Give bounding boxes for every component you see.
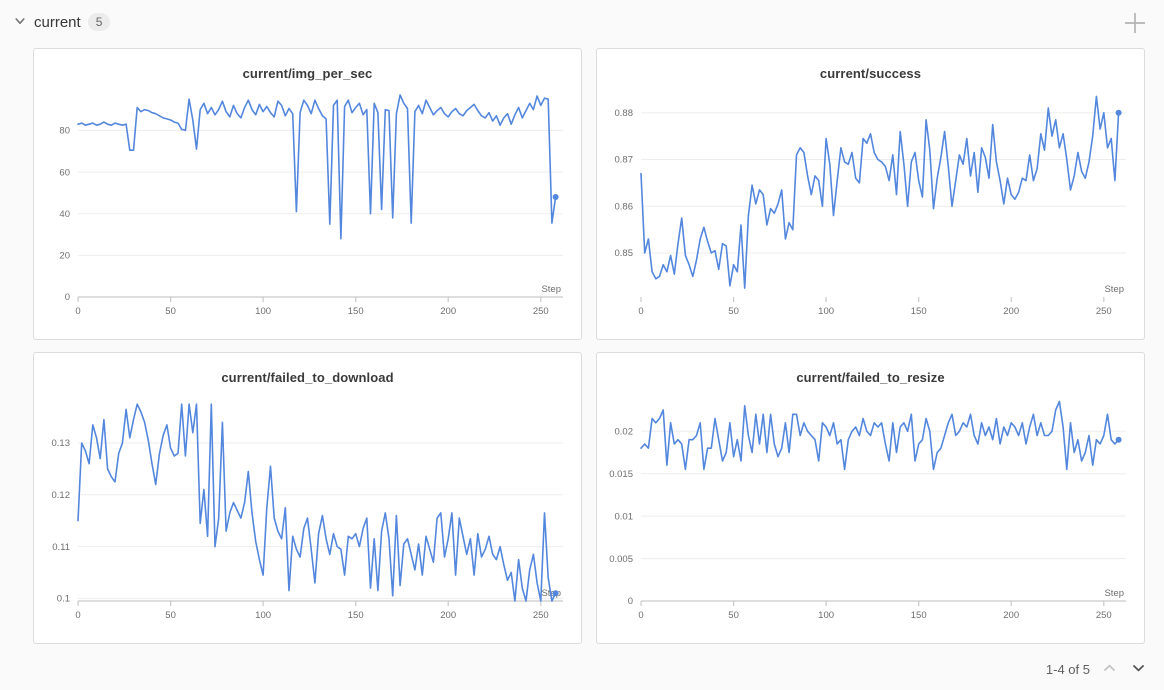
svg-text:Step: Step — [1104, 588, 1124, 599]
svg-text:200: 200 — [1003, 306, 1019, 317]
svg-text:150: 150 — [911, 306, 927, 317]
chart-title: current/failed_to_download — [221, 370, 394, 385]
svg-text:0.87: 0.87 — [615, 155, 634, 166]
svg-text:0.1: 0.1 — [57, 594, 70, 605]
svg-text:100: 100 — [255, 306, 271, 317]
svg-text:250: 250 — [533, 306, 549, 317]
section-count-badge: 5 — [87, 13, 111, 31]
chevron-up-icon — [1102, 661, 1117, 678]
svg-text:0: 0 — [638, 306, 643, 317]
svg-text:200: 200 — [440, 610, 456, 621]
chevron-down-icon — [1131, 661, 1146, 678]
svg-text:100: 100 — [818, 306, 834, 317]
add-panel-button[interactable] — [1120, 8, 1150, 41]
chart-title: current/success — [819, 66, 922, 81]
svg-text:100: 100 — [818, 610, 834, 621]
svg-text:150: 150 — [348, 610, 364, 621]
plus-icon — [1122, 13, 1148, 39]
svg-text:50: 50 — [165, 610, 176, 621]
svg-text:0.85: 0.85 — [615, 248, 634, 259]
svg-text:200: 200 — [440, 306, 456, 317]
pagination-next-button[interactable] — [1129, 659, 1148, 680]
line-chart[interactable]: 0.85 0.86 0.87 0.88 0 50 100 150 200 250 Step — [597, 87, 1144, 337]
chart-grid: current/img_per_sec 0 20 40 60 80 0 50 100 150 20… — [33, 48, 1145, 644]
svg-text:0.015: 0.015 — [609, 469, 633, 480]
chart-panel-success[interactable]: current/success 0.85 0.86 0.87 0.88 0 50 100 15… — [596, 48, 1145, 340]
chart-panel-failed-to-download[interactable]: current/failed_to_download 0.1 0.11 0.12 0.… — [33, 352, 582, 644]
svg-text:150: 150 — [348, 306, 364, 317]
line-chart[interactable]: 0 20 40 60 80 0 50 100 150 200 250 Step — [34, 87, 581, 337]
svg-text:0: 0 — [75, 306, 80, 317]
section-title: current — [34, 13, 81, 31]
svg-text:0.01: 0.01 — [615, 511, 634, 522]
svg-text:0.005: 0.005 — [609, 554, 633, 565]
svg-text:50: 50 — [728, 610, 739, 621]
svg-text:40: 40 — [59, 209, 70, 220]
svg-text:Step: Step — [541, 284, 561, 295]
svg-text:250: 250 — [1096, 610, 1112, 621]
section-header: current 5 — [13, 13, 111, 31]
svg-text:0: 0 — [628, 596, 633, 607]
chart-panel-failed-to-resize[interactable]: current/failed_to_resize 0 0.005 0.01 0.015… — [596, 352, 1145, 644]
section-collapse-button[interactable] — [13, 14, 27, 31]
svg-text:0: 0 — [638, 610, 643, 621]
svg-text:Step: Step — [1104, 284, 1124, 295]
line-chart[interactable]: 0 0.005 0.01 0.015 0.02 0 50 100 150 200 250 Step — [597, 391, 1144, 641]
svg-text:0: 0 — [65, 292, 70, 303]
svg-text:60: 60 — [59, 167, 70, 178]
svg-text:0.02: 0.02 — [615, 427, 634, 438]
svg-text:0.88: 0.88 — [615, 108, 634, 119]
svg-text:150: 150 — [911, 610, 927, 621]
svg-text:250: 250 — [533, 610, 549, 621]
svg-text:250: 250 — [1096, 306, 1112, 317]
chart-panel-img-per-sec[interactable]: current/img_per_sec 0 20 40 60 80 0 50 100 150 20… — [33, 48, 582, 340]
svg-text:50: 50 — [165, 306, 176, 317]
pagination-prev-button[interactable] — [1100, 659, 1119, 680]
svg-text:20: 20 — [59, 251, 70, 262]
chart-title: current/failed_to_resize — [796, 370, 945, 385]
svg-text:0.12: 0.12 — [52, 490, 71, 501]
pagination: 1-4 of 5 — [1046, 659, 1148, 680]
svg-text:0.11: 0.11 — [52, 542, 70, 553]
svg-text:200: 200 — [1003, 610, 1019, 621]
chevron-down-icon — [13, 14, 27, 31]
pagination-label: 1-4 of 5 — [1045, 662, 1090, 677]
svg-text:80: 80 — [59, 126, 70, 137]
svg-text:0.86: 0.86 — [615, 202, 634, 213]
svg-text:50: 50 — [728, 306, 739, 317]
chart-title: current/img_per_sec — [242, 66, 373, 81]
svg-text:100: 100 — [255, 610, 271, 621]
svg-text:0.13: 0.13 — [52, 438, 71, 449]
svg-text:0: 0 — [75, 610, 80, 621]
